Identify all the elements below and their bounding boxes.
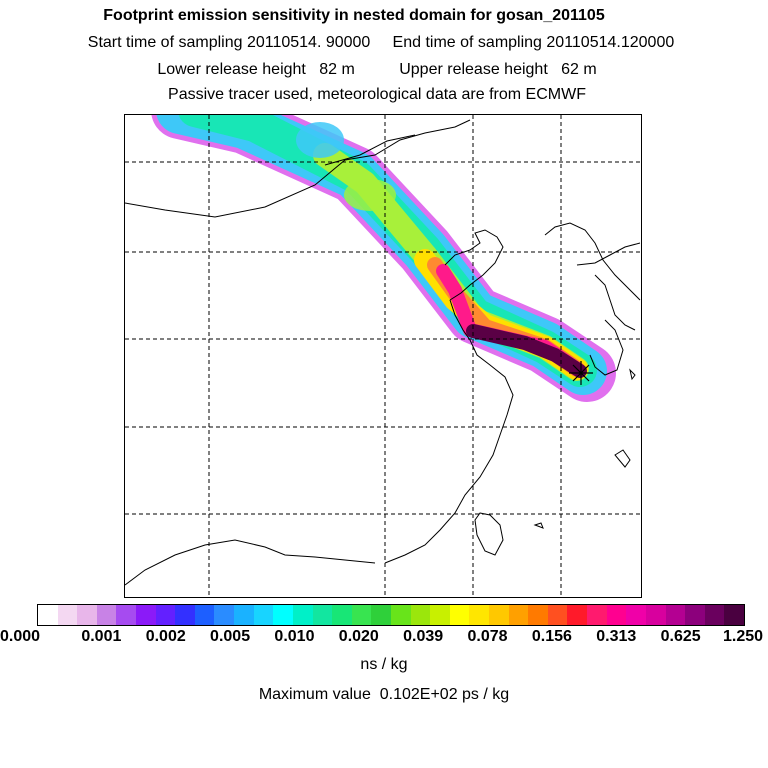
colorbar-segment (665, 605, 686, 625)
colorbar-tick-label: 0.156 (531, 628, 572, 645)
colorbar-segment (234, 605, 254, 625)
colorbar-segment (175, 605, 195, 625)
maximum-value-label: Maximum value 0.102E+02 ps / kg (258, 686, 510, 703)
colorbar-segment (430, 605, 450, 625)
colorbar (37, 604, 745, 626)
colorbar-segment (645, 605, 666, 625)
colorbar-tick-label: 0.005 (210, 628, 251, 645)
colorbar-segment (351, 605, 372, 625)
colorbar-tick-label: 0.039 (403, 628, 444, 645)
release-height-line: Lower release height 82 m Upper release … (157, 61, 597, 78)
colorbar-tick-label: 0.625 (660, 628, 701, 645)
colorbar-segment (77, 605, 97, 625)
colorbar-units: ns / kg (360, 656, 408, 673)
colorbar-segment (390, 605, 411, 625)
plume-blob-mid (344, 179, 396, 211)
colorbar-segment (38, 605, 58, 625)
coastlines (125, 119, 641, 586)
colorbar-segment (547, 605, 568, 625)
colorbar-tick-label: 0.000 (0, 628, 41, 645)
colorbar-segment (528, 605, 548, 625)
colorbar-segment (116, 605, 137, 625)
colorbar-segment (136, 605, 156, 625)
graticule (125, 115, 641, 597)
colorbar-segment (57, 605, 78, 625)
colorbar-segment (685, 605, 705, 625)
colorbar-tick-label: 0.001 (81, 628, 122, 645)
colorbar-segment (469, 605, 490, 625)
plot-title: Footprint emission sensitivity in nested… (103, 7, 605, 24)
x-marker (569, 361, 593, 385)
colorbar-segment (508, 605, 529, 625)
colorbar-segment (606, 605, 627, 625)
colorbar-segment (312, 605, 333, 625)
plume (151, 115, 616, 402)
colorbar-segment (194, 605, 215, 625)
colorbar-segment (489, 605, 509, 625)
colorbar-segment (273, 605, 293, 625)
colorbar-segment (155, 605, 176, 625)
colorbar-segment (626, 605, 646, 625)
colorbar-segment (704, 605, 725, 625)
colorbar-segment (214, 605, 235, 625)
colorbar-segment (567, 605, 588, 625)
colorbar-segment (371, 605, 391, 625)
colorbar-tick-label: 1.250 (722, 628, 764, 645)
colorbar-tick-label: 0.010 (274, 628, 315, 645)
colorbar-tick-label: 0.313 (596, 628, 637, 645)
colorbar-segment (449, 605, 470, 625)
colorbar-tick-label: 0.020 (338, 628, 379, 645)
colorbar-segment (332, 605, 352, 625)
plume-blob-upper (296, 122, 344, 158)
colorbar-tick-label: 0.078 (467, 628, 508, 645)
sampling-time-line: Start time of sampling 20110514. 90000 E… (87, 34, 675, 51)
colorbar-segment (253, 605, 274, 625)
footprint-map (124, 114, 642, 598)
colorbar-segment (410, 605, 431, 625)
tracer-info-line: Passive tracer used, meteorological data… (168, 86, 586, 103)
colorbar-segment (587, 605, 607, 625)
colorbar-segment (724, 605, 744, 625)
plume-band-7 (466, 324, 587, 378)
colorbar-segment (96, 605, 117, 625)
colorbar-tick-labels: 0.000 0.001 0.002 0.005 0.010 0.020 0.039 0.078… (0, 628, 768, 650)
colorbar-tick-label: 0.002 (145, 628, 186, 645)
colorbar-segment (292, 605, 313, 625)
